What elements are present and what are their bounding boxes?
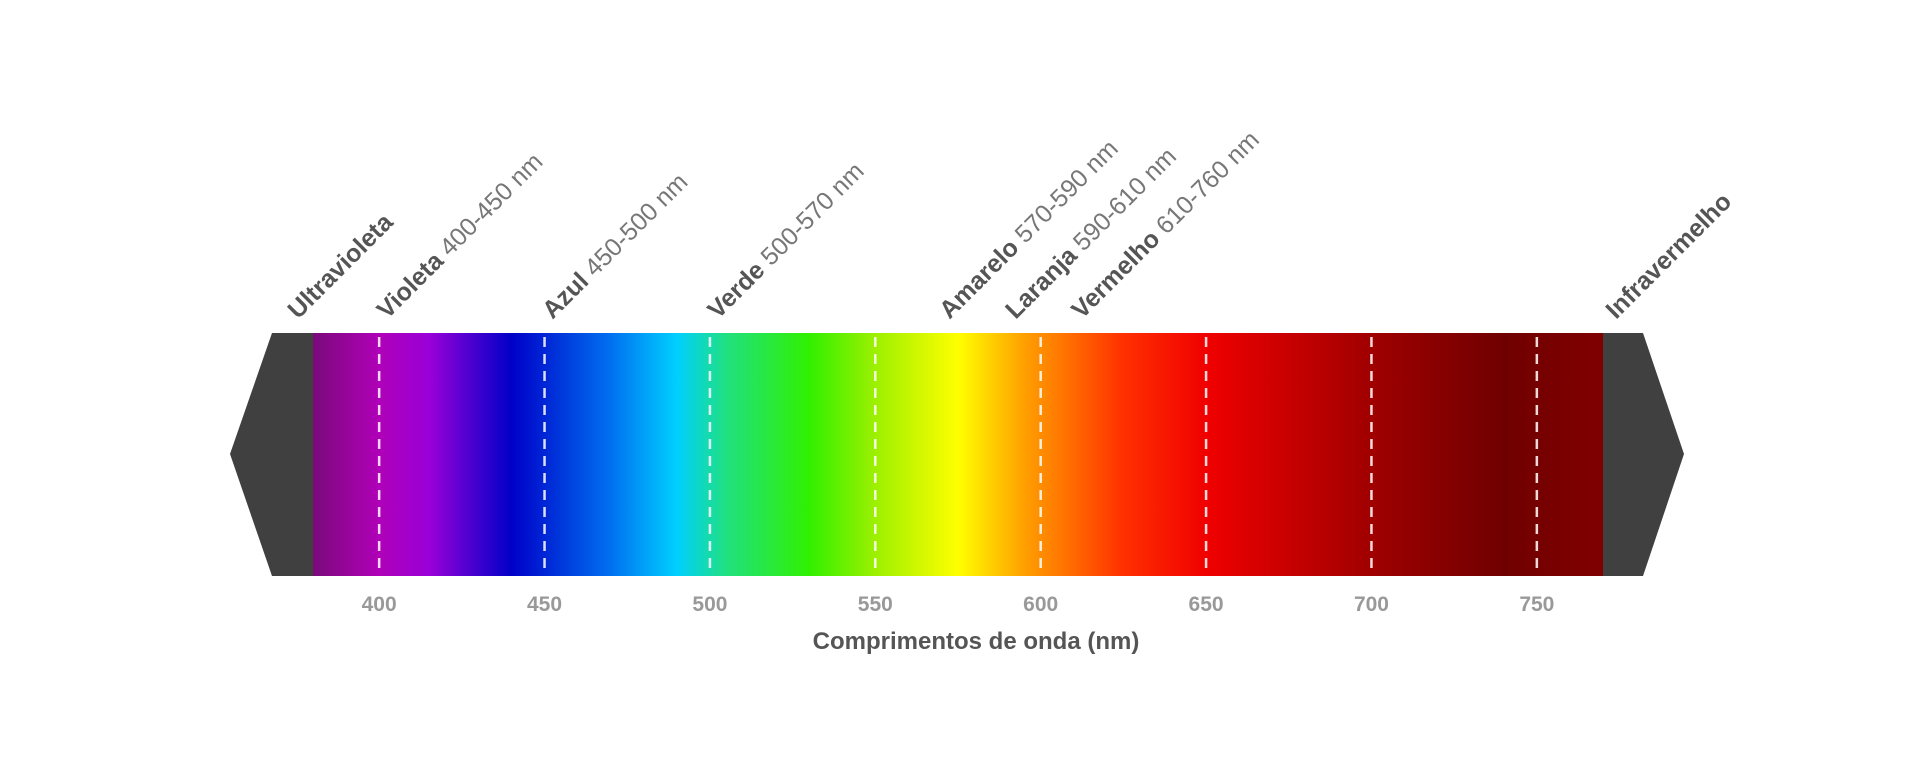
band-label-blue: Azul 450-500 nm: [537, 168, 693, 324]
infrared-end-cap: [1603, 333, 1684, 576]
tick-label-650: 650: [1189, 593, 1224, 616]
tick-label-550: 550: [858, 593, 893, 616]
band-range-violet: 400-450 nm: [429, 148, 548, 267]
tick-label-400: 400: [362, 593, 397, 616]
axis-title: Comprimentos de onda (nm): [813, 628, 1140, 655]
band-label-infrared: Infravermelho: [1600, 188, 1737, 325]
tick-label-500: 500: [692, 593, 727, 616]
band-range-blue: 450-500 nm: [574, 168, 693, 287]
tick-label-450: 450: [527, 593, 562, 616]
tick-label-750: 750: [1519, 593, 1554, 616]
band-range-red: 610-760 nm: [1146, 126, 1265, 245]
ultraviolet-end-cap: [230, 333, 313, 576]
tick-label-700: 700: [1354, 593, 1389, 616]
tick-label-600: 600: [1023, 593, 1058, 616]
band-label-violet: Violeta 400-450 nm: [372, 148, 549, 325]
band-name-violet: Violeta: [372, 246, 450, 324]
wavelength-dividers: [377, 337, 1539, 574]
visible-spectrum-bar: [313, 333, 1603, 576]
band-range-green: 500-570 nm: [751, 157, 870, 276]
band-label-green: Verde 500-570 nm: [702, 157, 869, 324]
wavelength-tick-labels: 400 450 500 550 600 650 700 750: [362, 593, 1555, 616]
band-name-infrared: Infravermelho: [1600, 188, 1737, 325]
